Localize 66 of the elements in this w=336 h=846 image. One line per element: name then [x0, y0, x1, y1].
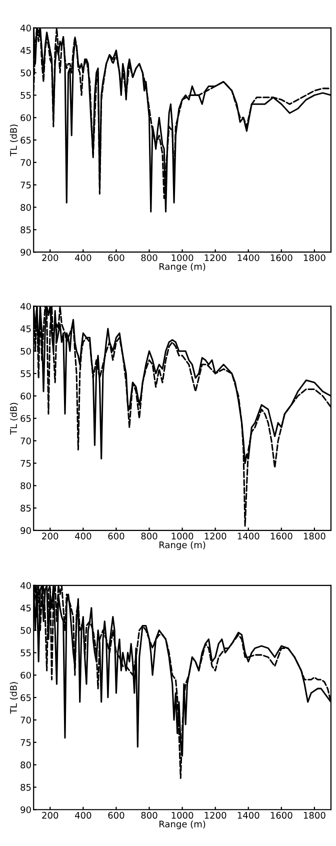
x-tick-label: 1600: [270, 254, 292, 262]
x-tick-label: 800: [141, 812, 158, 819]
x-tick-label: 800: [141, 254, 158, 262]
x-tick-label: 1800: [304, 532, 326, 540]
x-tick-label: 400: [74, 812, 92, 819]
x-tick-label: 600: [108, 254, 124, 262]
x-tick-label: 1800: [304, 812, 326, 819]
y-tick-label: 75: [20, 460, 31, 467]
y-tick-label: 60: [20, 392, 31, 400]
y-tick-label: 40: [20, 302, 31, 310]
y-tick-label: 55: [20, 92, 31, 99]
x-axis-title: Range (m): [160, 541, 206, 550]
y-tick-label: 90: [20, 248, 31, 256]
y-axis-title: TL (dB): [10, 682, 18, 714]
y-tick-label: 65: [20, 136, 31, 144]
y-tick-label: 90: [20, 806, 31, 814]
y-tick-label: 75: [20, 182, 31, 188]
x-tick-label: 1200: [204, 812, 226, 819]
y-tick-label: 45: [20, 47, 31, 54]
x-tick-label: 1000: [172, 532, 194, 540]
x-tick-label: 200: [42, 812, 58, 819]
y-tick-label: 40: [20, 24, 31, 32]
y-tick-label: 55: [20, 650, 31, 656]
y-tick-label: 55: [20, 370, 31, 378]
y-tick-label: 70: [20, 159, 31, 166]
y-tick-label: 85: [20, 784, 31, 791]
y-tick-label: 85: [20, 226, 31, 234]
x-tick-label: 600: [108, 812, 124, 819]
x-tick-label: 1400: [238, 254, 260, 262]
x-tick-label: 600: [108, 532, 124, 540]
y-axis-title: TL (dB): [10, 124, 18, 156]
y-tick-label: 85: [20, 504, 31, 512]
x-tick-label: 1000: [172, 254, 194, 262]
x-tick-label: 1400: [238, 812, 260, 819]
x-tick-label: 400: [74, 532, 92, 540]
x-tick-label: 1200: [204, 532, 226, 540]
y-tick-label: 65: [20, 415, 31, 422]
x-tick-label: 1600: [270, 532, 292, 540]
x-tick-label: 1200: [204, 254, 226, 262]
x-tick-label: 400: [74, 254, 92, 262]
y-tick-label: 80: [20, 204, 31, 211]
x-tick-label: 1000: [172, 812, 194, 819]
y-tick-label: 80: [20, 762, 31, 768]
y-tick-label: 50: [20, 627, 31, 634]
x-axis-title: Range (m): [160, 262, 206, 272]
y-tick-label: 65: [20, 694, 31, 702]
y-tick-label: 45: [20, 604, 31, 612]
x-tick-label: 1800: [304, 254, 326, 262]
x-tick-label: 1600: [270, 812, 292, 819]
y-tick-label: 80: [20, 482, 31, 490]
x-tick-label: 200: [42, 254, 58, 262]
y-tick-label: 90: [20, 527, 31, 534]
x-tick-label: 800: [141, 532, 158, 540]
y-tick-label: 60: [20, 672, 31, 679]
y-tick-label: 70: [20, 437, 31, 444]
x-axis-title: Range (m): [160, 820, 206, 830]
y-tick-label: 70: [20, 716, 31, 724]
y-tick-label: 75: [20, 739, 31, 746]
y-tick-label: 50: [20, 69, 31, 76]
y-tick-label: 45: [20, 326, 31, 332]
x-tick-label: 1400: [238, 532, 260, 540]
y-tick-label: 50: [20, 348, 31, 355]
y-tick-label: 60: [20, 114, 31, 122]
y-axis-title: TL (dB): [10, 402, 18, 435]
x-tick-label: 200: [42, 532, 58, 540]
y-tick-label: 40: [20, 582, 31, 589]
